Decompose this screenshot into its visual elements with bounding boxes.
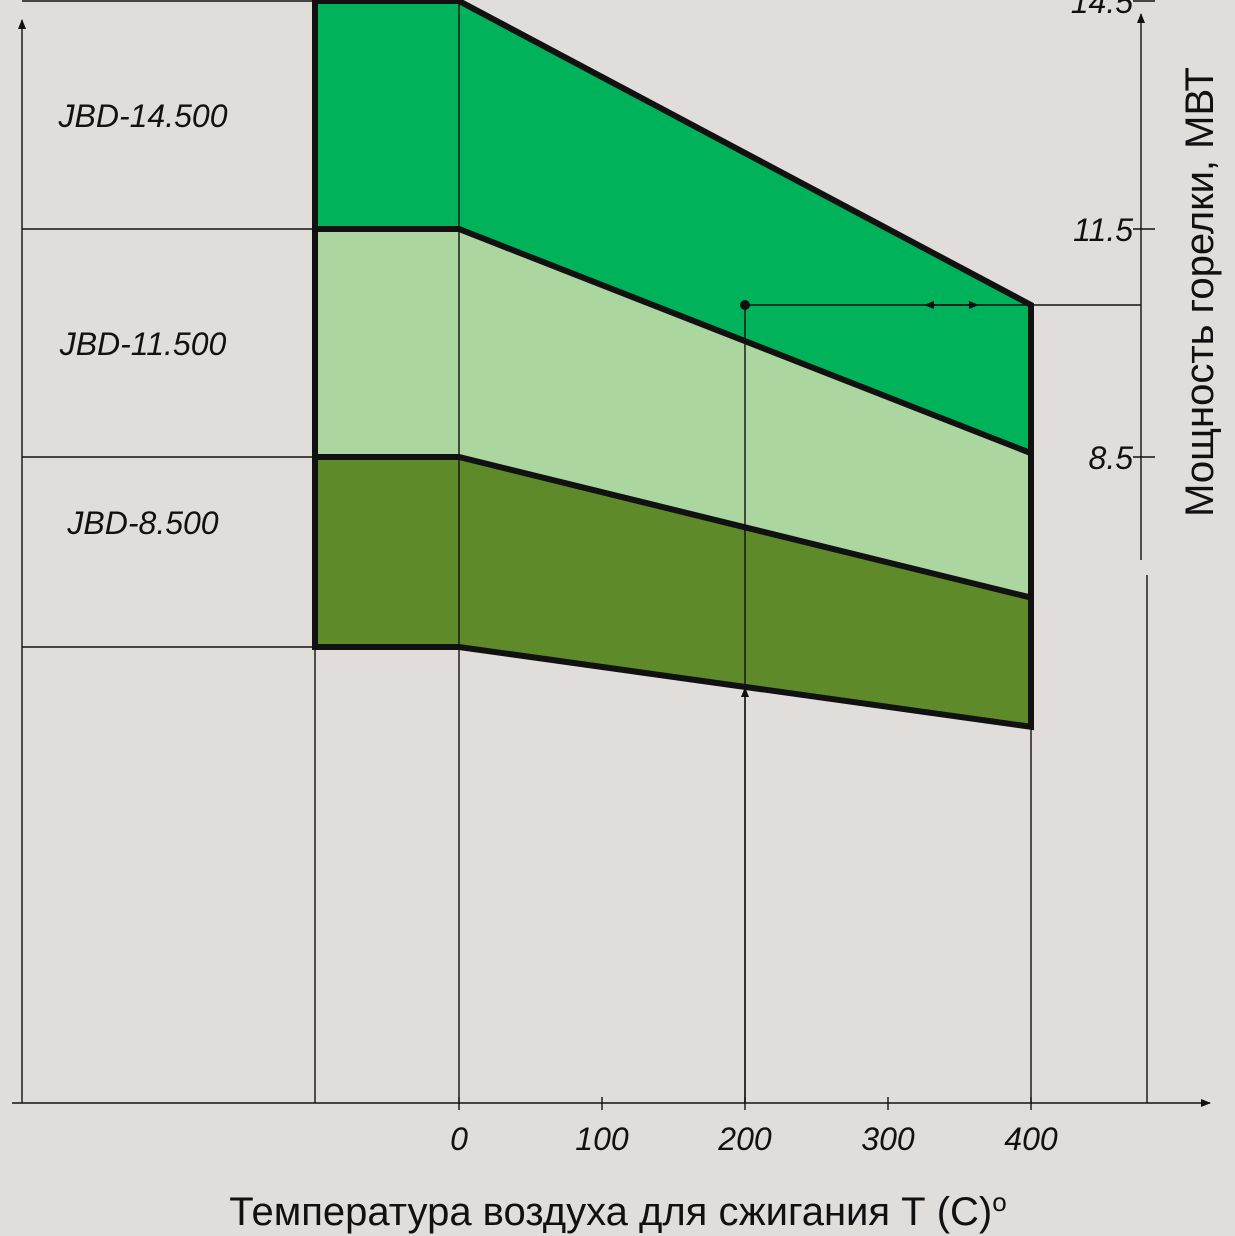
y-tick-label: 8.5: [1089, 440, 1134, 476]
y-tick-label: 11.5: [1073, 212, 1133, 248]
series-label: JBD-8.500: [66, 505, 218, 541]
band-divider-1: [315, 226, 1033, 456]
band-divider-2: [315, 454, 1032, 601]
x-axis-title: Температура воздуха для сжигания Т (С)o: [229, 1187, 1006, 1234]
series-label: JBD-11.500: [59, 326, 227, 362]
x-tick-label: 0: [450, 1121, 468, 1157]
x-tick-label: 200: [717, 1121, 772, 1157]
band-2: [315, 229, 1031, 598]
bands-outline: [312, 0, 1034, 731]
x-tick-label: 300: [861, 1121, 915, 1157]
example-point: [740, 300, 750, 310]
band-1: [315, 1, 1031, 454]
x-tick-label: 100: [575, 1121, 629, 1157]
x-tick-label: 400: [1004, 1121, 1058, 1157]
y-tick-label: 14.5: [1071, 0, 1133, 20]
y-axis-title: Мощность горелки, МВТ: [1178, 67, 1222, 517]
band-3: [315, 457, 1031, 727]
series-label: JBD-14.500: [58, 98, 228, 134]
